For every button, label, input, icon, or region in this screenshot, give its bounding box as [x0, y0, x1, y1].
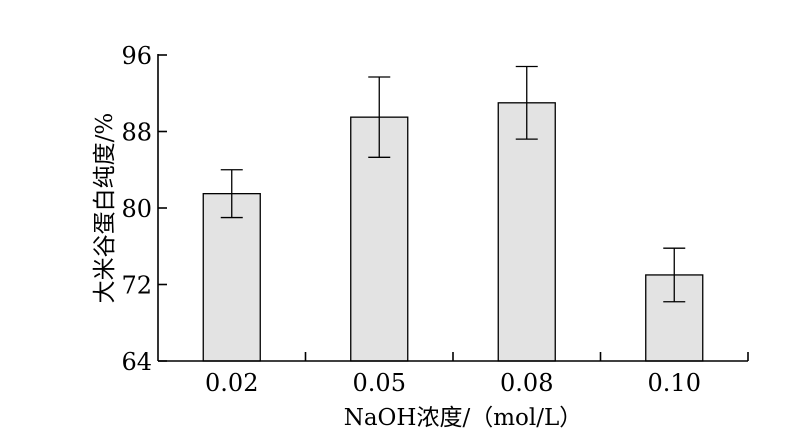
x-tick-label: 0.08 [500, 369, 553, 397]
y-axis-title: 大米谷蛋白纯度/% [92, 113, 118, 304]
x-ticks-layer: 0.02 0.05 0.08 0.10 [205, 352, 749, 397]
x-tick-label: 0.10 [648, 369, 701, 397]
y-tick-label: 96 [121, 42, 152, 70]
y-tick-label: 88 [121, 119, 152, 147]
bar [497, 102, 556, 362]
bar [202, 193, 261, 362]
y-ticks-layer: 64 72 80 88 96 [121, 42, 167, 376]
x-axis-title: NaOH浓度/（mol/L） [344, 405, 583, 431]
x-tick-label: 0.02 [205, 369, 258, 397]
bars-layer [202, 102, 704, 362]
x-tick-label: 0.05 [353, 369, 406, 397]
error-bars-layer [220, 65, 686, 303]
y-tick-label: 64 [121, 348, 152, 376]
y-tick-label: 72 [121, 272, 152, 300]
y-tick-label: 80 [121, 195, 152, 223]
